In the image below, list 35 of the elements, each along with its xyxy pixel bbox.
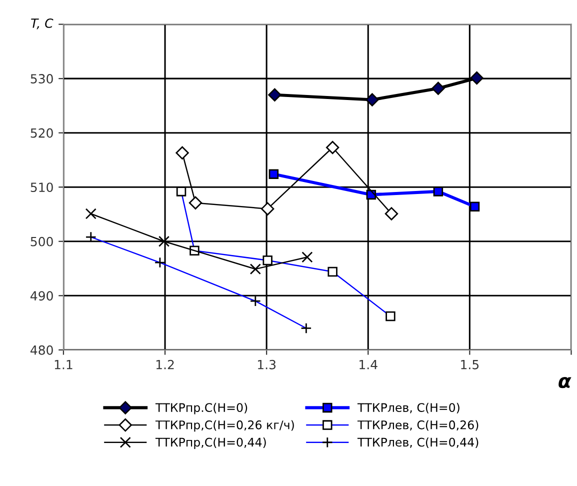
x-tick-label: 1.1 bbox=[54, 360, 72, 370]
x-tick-label: 1.2 bbox=[156, 360, 174, 370]
point bbox=[188, 196, 202, 210]
y-tick-label: 500 bbox=[30, 236, 53, 246]
legend-label: ТТКРлев, С(Н=0,26) bbox=[357, 420, 478, 431]
x-axis-title: α bbox=[558, 376, 572, 388]
point bbox=[326, 140, 340, 154]
y-tick-label: 530 bbox=[30, 74, 53, 84]
point bbox=[158, 236, 170, 247]
x-tick-label: 1.3 bbox=[258, 360, 276, 370]
point bbox=[433, 186, 444, 196]
y-axis-title: T, C bbox=[31, 18, 54, 30]
legend-label: ТТКРпр.С(Н=0) bbox=[155, 402, 248, 414]
point bbox=[268, 169, 279, 179]
point bbox=[470, 71, 484, 85]
legend-label: ТТКРлев, С(Н=0) bbox=[357, 402, 460, 414]
x-tick-label: 1.5 bbox=[461, 360, 479, 370]
legend-label: ТТКРпр,С(Н=0,44) bbox=[155, 438, 266, 449]
point bbox=[302, 252, 313, 263]
point bbox=[268, 88, 282, 102]
point bbox=[432, 82, 445, 95]
y-tick-label: 510 bbox=[30, 182, 53, 192]
point bbox=[85, 208, 96, 220]
y-tick-label: 520 bbox=[30, 128, 53, 138]
point bbox=[261, 202, 274, 216]
point bbox=[366, 93, 379, 106]
y-tick-label: 490 bbox=[30, 291, 53, 301]
legend-label: ТТКРлев, С(Н=0,44) bbox=[357, 438, 478, 448]
y-tick-label: 480 bbox=[30, 345, 53, 355]
point bbox=[470, 202, 480, 212]
point bbox=[384, 207, 398, 220]
legend-label: ТТКРпр,С(Н=0,26 кг/ч) bbox=[155, 420, 294, 432]
x-tick-label: 1.4 bbox=[360, 360, 378, 370]
point bbox=[176, 146, 189, 160]
point bbox=[250, 264, 261, 275]
